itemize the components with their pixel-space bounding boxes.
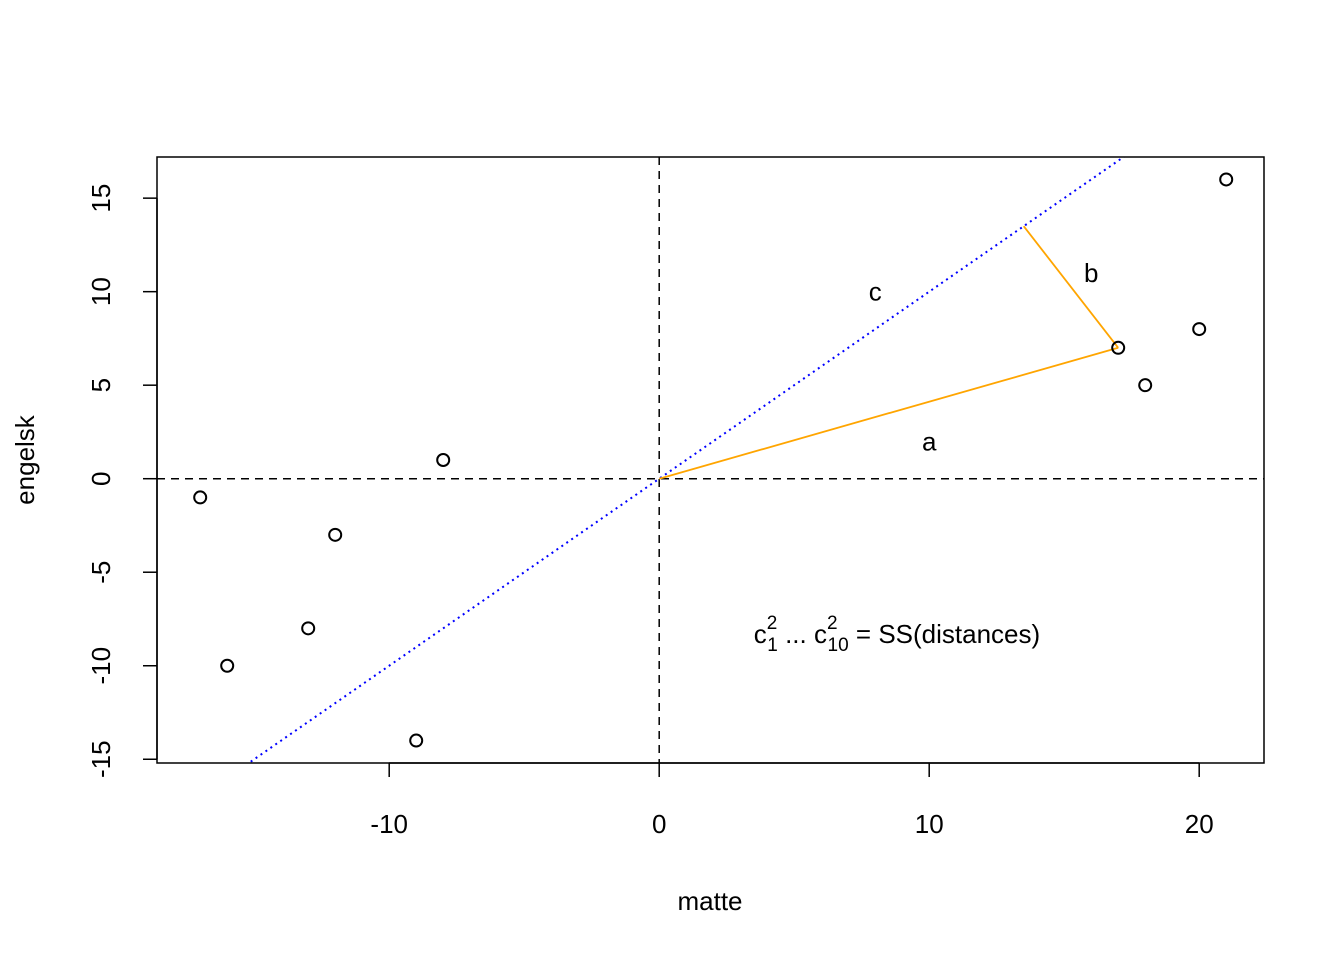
y-tick-label: -15 [86, 740, 116, 778]
data-point [1219, 172, 1234, 187]
formula-sup2: 2 [827, 613, 838, 634]
formula-c2: c [814, 619, 827, 649]
y-tick-label: 5 [86, 378, 116, 392]
y-axis: -15 -10 -5 0 5 10 15 [86, 184, 158, 778]
data-point [1138, 378, 1153, 393]
segment-a [658, 346, 1119, 480]
x-tick-label: 20 [1185, 809, 1214, 839]
reference-lines [157, 157, 1264, 763]
formula-rest: = SS(distances) [849, 619, 1040, 649]
y-tick-label: -5 [86, 561, 116, 584]
formula-dots: ... [778, 619, 814, 649]
formula-sup1: 2 [767, 613, 778, 634]
fit-line-layer [247, 157, 1126, 763]
distance-segments [658, 225, 1119, 480]
x-tick-label: 0 [652, 809, 666, 839]
x-axis-title: matte [677, 886, 742, 916]
data-points [193, 172, 1234, 748]
x-tick-label: 10 [915, 809, 944, 839]
formula-c1: c [754, 619, 767, 649]
formula-annotation: c2 1 ... c2 10 = SS(distances) [754, 613, 1040, 656]
x-tick-label: -10 [370, 809, 408, 839]
y-axis-title: engelsk [10, 414, 40, 505]
data-point [409, 733, 424, 748]
data-point [1192, 322, 1207, 337]
y-tick-label: -10 [86, 647, 116, 685]
annotation-c: c [869, 277, 882, 307]
data-point [436, 453, 451, 467]
data-point [1111, 340, 1126, 355]
formula-sub2: 10 [828, 635, 849, 656]
x-axis: -10 0 10 20 [370, 762, 1214, 839]
y-tick-label: 10 [86, 277, 116, 306]
formula-sub1: 1 [767, 635, 778, 656]
segment-b [1022, 225, 1119, 349]
data-point [220, 658, 235, 673]
data-point [328, 527, 343, 542]
fit-line [247, 157, 1126, 763]
annotation-b: b [1084, 258, 1098, 288]
data-point [193, 490, 208, 505]
plot-frame [156, 156, 1265, 764]
y-tick-label: 0 [86, 471, 116, 485]
y-tick-label: 15 [86, 184, 116, 213]
annotation-a: a [922, 426, 937, 456]
data-point [301, 621, 316, 636]
